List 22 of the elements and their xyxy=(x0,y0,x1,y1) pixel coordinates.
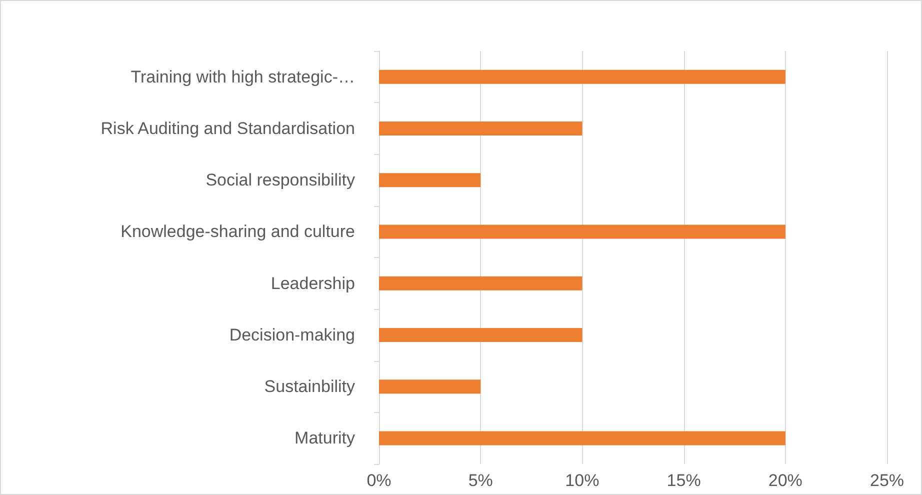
bar xyxy=(379,380,481,394)
y-tick-label: Maturity xyxy=(294,428,356,448)
bar xyxy=(379,121,582,136)
x-tick-label: 15% xyxy=(666,471,701,490)
y-tick-label: Social responsibility xyxy=(206,170,356,190)
bar xyxy=(379,173,481,188)
x-tick-label: 25% xyxy=(870,471,904,490)
y-tick-label: Risk Auditing and Standardisation xyxy=(100,118,355,138)
x-tick-label: 20% xyxy=(768,471,802,490)
y-tick-label: Sustainbility xyxy=(264,377,356,396)
y-tick-label: Decision-making xyxy=(229,325,355,344)
bar xyxy=(379,276,582,290)
y-tick-label: Leadership xyxy=(270,274,355,293)
x-tick-label: 10% xyxy=(565,471,600,490)
y-tick-label: Knowledge-sharing and culture xyxy=(120,222,355,242)
bar xyxy=(379,431,786,446)
bar xyxy=(379,224,786,239)
x-tick-label: 0% xyxy=(366,471,392,490)
bar xyxy=(379,70,786,84)
y-tick-label: Training with high strategic-… xyxy=(130,67,355,86)
x-tick-label: 5% xyxy=(468,471,493,490)
bar xyxy=(379,328,582,342)
